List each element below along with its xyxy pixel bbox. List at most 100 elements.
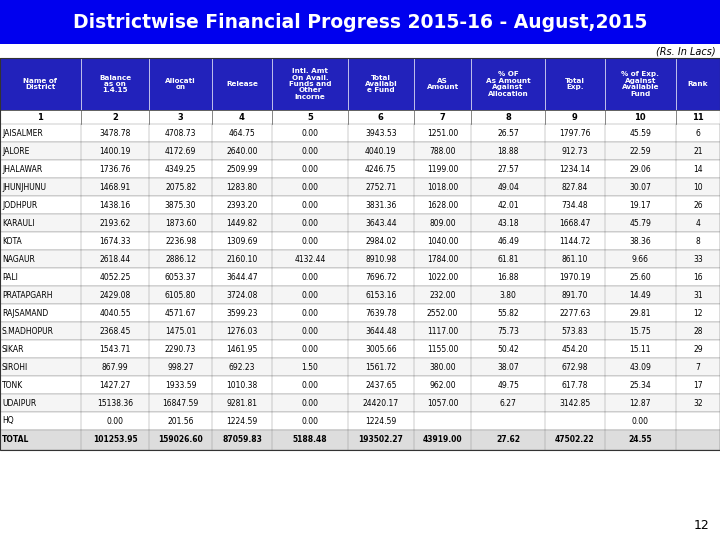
Text: 7696.72: 7696.72	[365, 273, 397, 281]
Text: 3831.36: 3831.36	[365, 200, 397, 210]
Text: 29.81: 29.81	[629, 308, 651, 318]
Text: 2618.44: 2618.44	[99, 254, 131, 264]
Text: 3943.53: 3943.53	[365, 129, 397, 138]
Text: SIROHI: SIROHI	[2, 362, 28, 372]
Text: 0.00: 0.00	[302, 129, 318, 138]
Text: 1449.82: 1449.82	[226, 219, 258, 227]
Bar	[0, 110, 720, 124]
Text: 3599.23: 3599.23	[226, 308, 258, 318]
Text: 2: 2	[112, 112, 118, 122]
Text: 464.75: 464.75	[228, 129, 256, 138]
Text: 2752.71: 2752.71	[365, 183, 397, 192]
Text: 2509.99: 2509.99	[226, 165, 258, 173]
Text: 2552.00: 2552.00	[427, 308, 459, 318]
Text: 29.06: 29.06	[629, 165, 651, 173]
Text: 1199.00: 1199.00	[427, 165, 459, 173]
Bar	[0, 340, 720, 358]
Text: AS
Amount: AS Amount	[426, 78, 459, 90]
Text: 1224.59: 1224.59	[365, 416, 397, 426]
Bar	[0, 178, 720, 196]
Text: 29: 29	[693, 345, 703, 354]
Text: 75.73: 75.73	[497, 327, 519, 335]
Text: 3142.85: 3142.85	[559, 399, 590, 408]
Text: 7: 7	[696, 362, 701, 372]
Text: 827.84: 827.84	[562, 183, 588, 192]
Text: % OF
As Amount
Against
Allocation: % OF As Amount Against Allocation	[486, 71, 531, 97]
Text: 17: 17	[693, 381, 703, 389]
Text: 1784.00: 1784.00	[427, 254, 459, 264]
Text: 5: 5	[307, 112, 313, 122]
Text: 2368.45: 2368.45	[99, 327, 131, 335]
Text: JHALAWAR: JHALAWAR	[2, 165, 42, 173]
Text: Total
Availabl
e Fund: Total Availabl e Fund	[364, 75, 397, 93]
Text: 1022.00: 1022.00	[427, 273, 458, 281]
Text: 30.07: 30.07	[629, 183, 652, 192]
Text: 1736.76: 1736.76	[99, 165, 131, 173]
Text: 32: 32	[693, 399, 703, 408]
Text: 1475.01: 1475.01	[165, 327, 197, 335]
Bar	[0, 304, 720, 322]
Text: 25.60: 25.60	[629, 273, 651, 281]
Text: 31: 31	[693, 291, 703, 300]
Text: 8: 8	[505, 112, 511, 122]
Bar	[0, 268, 720, 286]
Text: PALI: PALI	[2, 273, 18, 281]
Text: 4172.69: 4172.69	[165, 146, 197, 156]
Text: RAJSAMAND: RAJSAMAND	[2, 308, 48, 318]
Text: 16: 16	[693, 273, 703, 281]
Text: 0.00: 0.00	[302, 416, 318, 426]
Text: 2429.08: 2429.08	[99, 291, 131, 300]
Text: 6.27: 6.27	[500, 399, 516, 408]
Text: 3: 3	[178, 112, 184, 122]
Text: 3643.44: 3643.44	[365, 219, 397, 227]
Text: 809.00: 809.00	[429, 219, 456, 227]
Text: 7639.78: 7639.78	[365, 308, 397, 318]
Text: 1010.38: 1010.38	[226, 381, 258, 389]
Text: 18.88: 18.88	[498, 146, 519, 156]
Text: 16.88: 16.88	[498, 273, 519, 281]
Bar	[0, 412, 720, 430]
Text: 10: 10	[693, 183, 703, 192]
Text: 1018.00: 1018.00	[427, 183, 458, 192]
Bar	[0, 322, 720, 340]
Text: 573.83: 573.83	[562, 327, 588, 335]
Text: 15.11: 15.11	[629, 345, 651, 354]
Text: 1283.80: 1283.80	[226, 183, 258, 192]
Text: 45.59: 45.59	[629, 129, 652, 138]
Text: 2640.00: 2640.00	[226, 146, 258, 156]
Text: 1468.91: 1468.91	[99, 183, 131, 192]
Text: 26.57: 26.57	[498, 129, 519, 138]
Text: 2236.98: 2236.98	[165, 237, 197, 246]
Text: Name of
District: Name of District	[24, 78, 58, 90]
Text: 232.00: 232.00	[429, 291, 456, 300]
Text: TOTAL: TOTAL	[2, 435, 30, 444]
Text: NAGAUR: NAGAUR	[2, 254, 35, 264]
Text: 38.07: 38.07	[498, 362, 519, 372]
Bar	[0, 58, 720, 110]
Text: 1668.47: 1668.47	[559, 219, 590, 227]
Text: 1040.00: 1040.00	[427, 237, 459, 246]
Text: 9281.81: 9281.81	[227, 399, 258, 408]
Text: 1224.59: 1224.59	[226, 416, 258, 426]
Text: Allocati
on: Allocati on	[166, 78, 196, 90]
Text: 8910.98: 8910.98	[365, 254, 397, 264]
Text: 14.49: 14.49	[629, 291, 651, 300]
Text: 49.04: 49.04	[497, 183, 519, 192]
Text: 38.36: 38.36	[629, 237, 651, 246]
Bar	[0, 358, 720, 376]
Text: 4132.44: 4132.44	[294, 254, 325, 264]
Text: 8: 8	[696, 237, 701, 246]
Text: 46.49: 46.49	[497, 237, 519, 246]
Text: 3005.66: 3005.66	[365, 345, 397, 354]
Text: 3875.30: 3875.30	[165, 200, 197, 210]
Text: 2984.02: 2984.02	[365, 237, 397, 246]
Text: 15.75: 15.75	[629, 327, 651, 335]
Text: 0.00: 0.00	[302, 327, 318, 335]
Text: Total
Exp.: Total Exp.	[565, 78, 585, 90]
Text: 912.73: 912.73	[562, 146, 588, 156]
Text: 2437.65: 2437.65	[365, 381, 397, 389]
Text: 2160.10: 2160.10	[226, 254, 258, 264]
Text: 33: 33	[693, 254, 703, 264]
Text: 1970.19: 1970.19	[559, 273, 590, 281]
Bar	[0, 58, 720, 450]
